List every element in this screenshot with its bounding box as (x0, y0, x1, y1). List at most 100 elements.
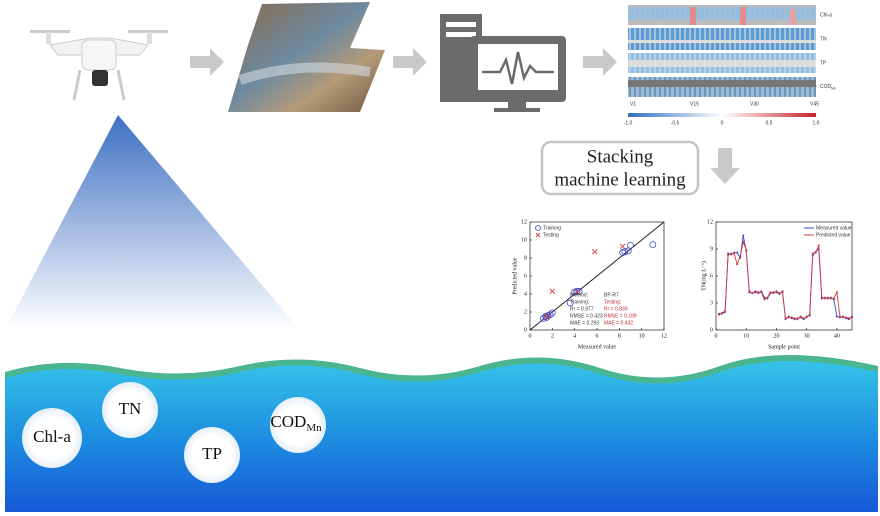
x-axis-title: Sample point (768, 344, 800, 350)
series-point (745, 249, 747, 251)
colorbar-label: -0.5 (671, 120, 680, 126)
series-point (845, 316, 847, 318)
metric-text: Testing: (604, 299, 621, 305)
series-point (754, 290, 756, 292)
y-tick-label: 6 (710, 273, 713, 279)
series-point (836, 316, 838, 318)
series-point (766, 297, 768, 299)
y-tick-label: 8 (524, 255, 527, 261)
colorbar-label: 0 (721, 120, 724, 126)
x-tick-label: 30 (804, 333, 810, 339)
x-tick-label: 6 (596, 333, 599, 339)
y-tick-label: 0 (710, 327, 713, 333)
series-point (778, 292, 780, 294)
param-label: Chl-a (33, 427, 71, 446)
y-axis-title: TN(mg L⁻¹) (700, 261, 707, 291)
param-label: TN (119, 399, 142, 418)
aerial-image (228, 2, 385, 112)
series-point (730, 253, 732, 255)
legend-symbol (536, 233, 540, 237)
series-point (775, 290, 777, 292)
series-point (781, 291, 783, 293)
series-point (718, 314, 720, 316)
metric-text: MAE = 0.293 (570, 320, 599, 326)
heatmap-row-label: Chl-a (820, 12, 832, 18)
legend-symbol (536, 226, 541, 231)
series-point (785, 317, 787, 319)
y-tick-label: 12 (707, 219, 713, 225)
column-label: V45 (810, 101, 819, 107)
metric-text: R² = 0.977 (570, 306, 594, 312)
graphical-abstract: Chl-a TN TP CODMn V1 V15 V30 V45 -1.0 -0… (0, 0, 880, 516)
series-point (800, 316, 802, 318)
series-point (794, 317, 796, 319)
series-point (836, 291, 838, 293)
series-point (848, 317, 850, 319)
legend-label: Testing (543, 232, 559, 238)
series-point (809, 314, 811, 316)
series-point (742, 235, 744, 237)
testing-point (620, 244, 625, 249)
colorbar-label: 0.5 (766, 120, 773, 126)
series-point (760, 291, 762, 293)
x-tick-label: 40 (834, 333, 840, 339)
series-point (739, 255, 741, 257)
series-point (791, 316, 793, 318)
series-line (719, 242, 852, 319)
series-point (772, 292, 774, 294)
testing-point (550, 289, 555, 294)
sensing-beam (5, 115, 300, 330)
y-tick-label: 3 (710, 300, 713, 306)
series-point (824, 298, 826, 300)
series-point (839, 316, 841, 318)
metric-text: Training: (570, 299, 589, 305)
y-tick-label: 9 (710, 246, 713, 252)
label-sub: Mn (306, 422, 322, 434)
series-point (827, 297, 829, 299)
y-tick-label: 10 (521, 237, 527, 243)
metric-text: BP-R7 (604, 292, 619, 298)
series-point (724, 310, 726, 312)
series-point (803, 317, 805, 319)
series-point (757, 291, 759, 293)
legend-label: Training (543, 225, 561, 231)
metric-text: Method: (570, 292, 588, 298)
series-point (830, 298, 832, 300)
x-tick-label: 12 (661, 333, 667, 339)
series-point (763, 298, 765, 300)
training-point (628, 242, 634, 248)
series-point (797, 318, 799, 320)
x-tick-label: 20 (773, 333, 779, 339)
series-point (727, 254, 729, 256)
heatmap-row-label: TN (820, 36, 827, 42)
x-tick-label: 0 (529, 333, 532, 339)
label-sub: Mn (831, 86, 836, 90)
metric-text: RMSE = 0.189 (604, 313, 637, 319)
heatmap: Chl-a TN TP CODMn V1 V15 V30 V45 -1.0 -0… (624, 5, 836, 126)
training-point (650, 242, 656, 248)
y-tick-label: 6 (524, 273, 527, 279)
series-point (851, 316, 853, 318)
series-point (748, 290, 750, 292)
series-point (727, 253, 729, 255)
method-text: machine learning (554, 169, 686, 190)
column-label: V15 (690, 101, 699, 107)
metric-text: R² = 0.839 (604, 306, 628, 312)
y-tick-label: 2 (524, 309, 527, 315)
label-base: COD (820, 84, 832, 90)
y-axis-title: Predicted value (512, 257, 518, 294)
series-point (736, 263, 738, 265)
series-point (742, 241, 744, 243)
y-tick-label: 12 (521, 219, 527, 225)
metric-text: MAE = 0.432 (604, 320, 633, 326)
column-label: V30 (750, 101, 759, 107)
x-tick-label: 10 (639, 333, 645, 339)
series-line (719, 236, 852, 320)
series-point (721, 312, 723, 314)
series-point (733, 253, 735, 255)
x-tick-label: 4 (573, 333, 576, 339)
series-point (815, 252, 817, 254)
column-label: V1 (630, 101, 636, 107)
colorbar-label: 1.0 (813, 120, 820, 126)
